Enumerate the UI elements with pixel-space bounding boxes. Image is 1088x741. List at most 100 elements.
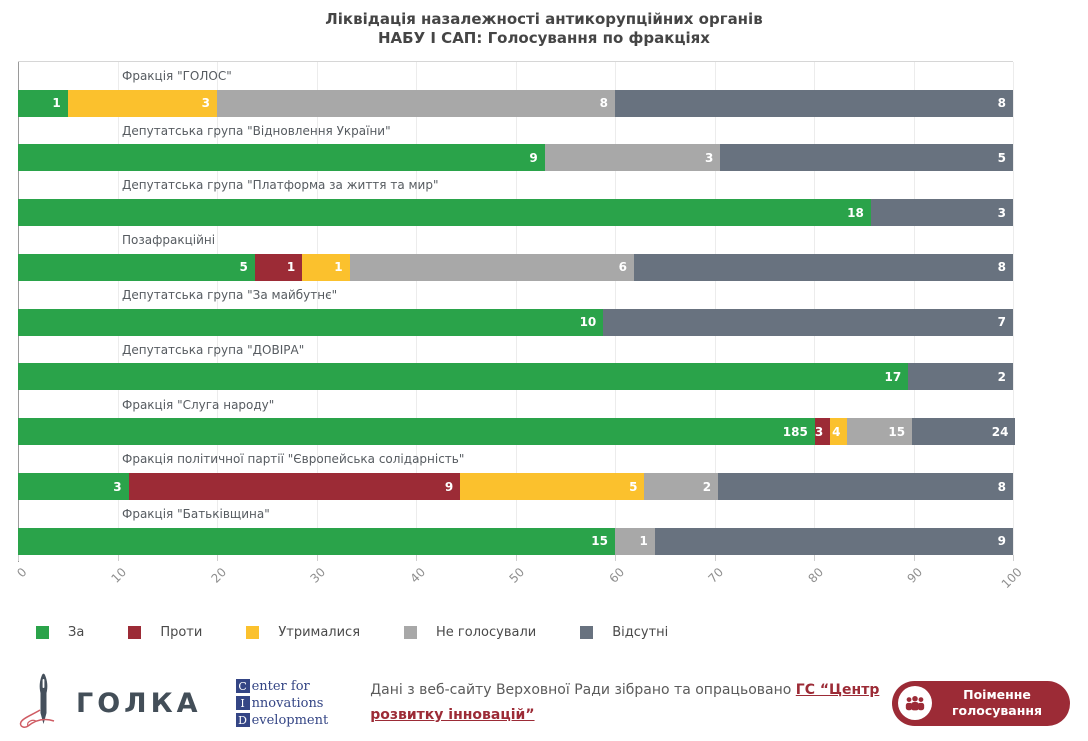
bar-segment[interactable]: 24 [912, 418, 1016, 446]
gridline [217, 62, 218, 555]
legend-swatch [404, 626, 418, 639]
legend-label: Проти [160, 625, 203, 640]
x-tick-label: 60 [606, 565, 627, 586]
bar-segment[interactable]: 8 [217, 89, 615, 117]
cid-letter-c: C [235, 679, 250, 693]
attribution-link[interactable]: ГС “Центр розвитку інновацій” [370, 682, 880, 723]
x-tick-label: 30 [307, 565, 329, 586]
bar-segment[interactable]: 5 [18, 253, 255, 281]
gridline [714, 62, 716, 555]
faction-row: Фракція "Батьківщина" 15 1 9 [18, 500, 1013, 555]
bar-segment[interactable]: 6 [349, 253, 634, 281]
legend-swatch [246, 626, 260, 639]
cid-logo[interactable]: C enter for I nnovations D evelopment [235, 678, 329, 729]
bar-segment[interactable]: 3 [544, 144, 721, 172]
cid-logo-line: C enter for [235, 678, 329, 695]
legend-label: Відсутні [612, 625, 669, 640]
x-tick-mark [515, 555, 517, 561]
legend-item[interactable]: Не голосували [404, 625, 536, 640]
roll-call-voting-label: Поіменне голосування [951, 687, 1043, 718]
legend-label: Не голосували [436, 625, 537, 640]
x-tick-label: 10 [108, 565, 130, 586]
golka-logo[interactable]: ГОЛКА [18, 672, 202, 734]
gridline [117, 62, 119, 555]
bar-segment[interactable]: 10 [18, 308, 604, 336]
bar-segment[interactable]: 1 [615, 527, 655, 555]
bar-segment[interactable]: 3 [814, 418, 831, 446]
bar-segment[interactable]: 1 [302, 253, 350, 281]
x-tick-label: 90 [904, 565, 926, 586]
bar-segment[interactable]: 3 [18, 473, 129, 501]
legend-item[interactable]: Відсутні [580, 625, 668, 640]
x-tick-label: 40 [407, 565, 428, 586]
x-axis: 0 10 20 30 40 50 60 70 80 90 100 [15, 555, 1025, 605]
x-tick-mark [117, 555, 119, 561]
bar-segment[interactable]: 2 [908, 363, 1013, 391]
bar-segment[interactable]: 15 [18, 527, 615, 555]
x-tick-mark [416, 555, 417, 561]
faction-label: Фракція "Батьківщина" [122, 507, 270, 522]
legend-swatch [36, 626, 49, 639]
legend-item[interactable]: Утрималися [246, 625, 360, 640]
chart-title-line1: Ліквідація назалежності антикорупційних … [325, 10, 763, 28]
faction-row: Фракція "Слуга народу" 185 3 4 15 24 [18, 391, 1016, 446]
legend-item[interactable]: За [36, 625, 84, 640]
x-tick-mark [814, 555, 815, 561]
bar-segment[interactable]: 9 [128, 473, 461, 501]
golka-logo-text: ГОЛКА [76, 687, 202, 719]
bar-segment[interactable]: 8 [633, 253, 1013, 281]
faction-label: Депутатська група "ДОВІРА" [122, 342, 305, 357]
bar-segment[interactable]: 7 [603, 308, 1013, 336]
bar-segment[interactable]: 8 [615, 89, 1013, 117]
chart: Фракція "ГОЛОС" 1 3 8 8 Депутатська група "Ві… [15, 61, 1025, 605]
faction-label: Фракція "ГОЛОС" [122, 68, 232, 83]
bar-segment[interactable]: 9 [18, 144, 545, 172]
bar-segment[interactable]: 1 [254, 253, 303, 281]
bar-segment[interactable]: 2 [644, 473, 719, 501]
legend: За Проти Утрималися Не голосували Відсутні [36, 625, 1088, 640]
bar-segment[interactable]: 5 [460, 473, 645, 501]
bar-segment[interactable]: 3 [870, 199, 1013, 227]
gridline [316, 62, 318, 555]
x-tick-label: 20 [208, 565, 229, 586]
cid-text-3: evelopment [251, 712, 329, 728]
bar-segment[interactable]: 9 [654, 527, 1013, 555]
bar-segment[interactable]: 1 [18, 89, 68, 117]
chart-title-line2: НАБУ І САП: Голосування по фракціях [378, 29, 710, 47]
bar-segment[interactable]: 18 [18, 199, 871, 227]
gridline [1013, 62, 1014, 555]
faction-bar: 18 3 [18, 199, 1013, 227]
cid-letter-d: D [235, 713, 250, 727]
faction-bar: 185 3 4 15 24 [18, 418, 1016, 446]
faction-bar: 10 7 [18, 308, 1013, 336]
faction-label: Фракція "Слуга народу" [122, 397, 275, 412]
bar-segment[interactable]: 15 [847, 418, 913, 446]
legend-label: Утрималися [278, 625, 361, 640]
bar-segment[interactable]: 8 [718, 473, 1013, 501]
bar-segment[interactable]: 5 [720, 144, 1013, 172]
roll-call-voting-button[interactable]: Поіменне голосування [892, 680, 1070, 726]
x-tick-label: 100 [998, 565, 1025, 592]
cid-logo-line: I nnovations [235, 695, 329, 712]
bar-segment[interactable]: 185 [18, 418, 815, 446]
x-tick-mark [714, 555, 716, 561]
faction-label: Депутатська група "Відновлення України" [122, 123, 391, 138]
faction-row: Депутатська група "Платформа за життя та… [18, 172, 1013, 227]
legend-item[interactable]: Проти [128, 625, 202, 640]
x-tick-mark [18, 555, 19, 561]
attribution-text: Дані з веб-сайту Верховної Ради зібрано … [370, 678, 892, 728]
gridline [515, 62, 517, 555]
attribution-prefix: Дані з веб-сайту Верховної Ради зібрано … [370, 682, 796, 698]
x-tick-mark [316, 555, 318, 561]
x-tick-label: 70 [705, 565, 727, 586]
faction-label: Позафракційні [122, 233, 216, 248]
bar-segment[interactable]: 17 [18, 363, 909, 391]
faction-bar: 17 2 [18, 363, 1013, 391]
footer: ГОЛКА C enter for I nnovations D evelopm… [0, 672, 1088, 734]
faction-row: Фракція політичної партії "Європейська с… [18, 446, 1013, 501]
bar-segment[interactable]: 3 [67, 89, 217, 117]
bar-segment[interactable]: 4 [830, 418, 848, 446]
cid-text-2: nnovations [251, 695, 324, 711]
